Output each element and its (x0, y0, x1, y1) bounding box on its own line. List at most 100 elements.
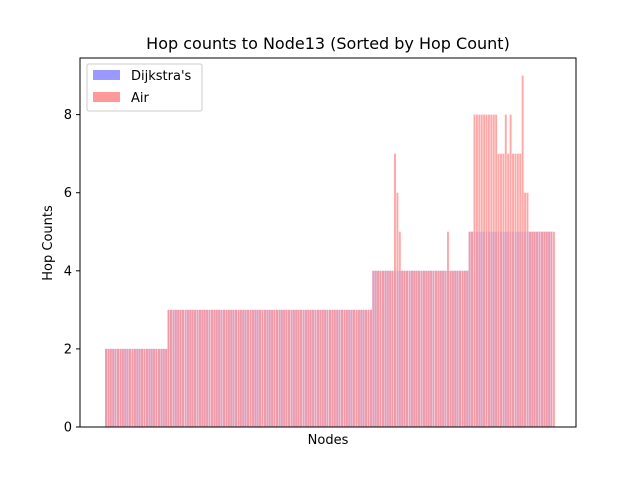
air-bar (553, 231, 555, 427)
air-bar (415, 270, 418, 427)
air-bar (285, 309, 288, 427)
air-bar (129, 348, 132, 427)
air-bar (321, 309, 324, 427)
air-bar (456, 270, 459, 427)
air-bar (353, 309, 356, 427)
air-bar (309, 309, 312, 427)
air-bar (516, 153, 519, 428)
air-bar (427, 270, 430, 427)
air-bar (276, 309, 278, 427)
air-bar (384, 270, 387, 427)
air-bar (495, 114, 498, 427)
air-bar (507, 153, 510, 428)
air-bar (160, 348, 163, 427)
air-bar (230, 309, 233, 427)
air-bar (338, 309, 341, 427)
air-bar (314, 309, 317, 427)
air-bar (261, 309, 264, 427)
air-bar (225, 309, 228, 427)
air-bar (514, 153, 517, 428)
air-bar (521, 75, 524, 428)
x-axis-label: Nodes (308, 433, 349, 448)
air-bar (483, 114, 486, 427)
air-bar (304, 309, 307, 427)
air-bar (220, 309, 223, 427)
air-bar (396, 192, 399, 427)
air-bar (362, 309, 365, 427)
air-bar (355, 309, 358, 427)
air-bar (345, 309, 348, 427)
air-bar (454, 270, 457, 427)
air-bar (389, 270, 392, 427)
y-tick-label: 8 (64, 108, 72, 123)
air-bar (316, 309, 319, 427)
air-bar (536, 231, 539, 427)
air-bar (447, 231, 449, 427)
air-bar (155, 348, 158, 427)
air-bar (254, 309, 257, 427)
air-bar (126, 348, 129, 427)
air-bar (107, 348, 110, 427)
air-bar (459, 270, 461, 427)
air-bar (487, 114, 490, 427)
air-bar (292, 309, 295, 427)
air-bar (312, 309, 315, 427)
air-bar (379, 270, 382, 427)
air-bar (350, 309, 353, 427)
air-bar (403, 270, 406, 427)
air-bar (394, 153, 396, 428)
air-bar (540, 231, 543, 427)
air-bar (215, 309, 218, 427)
air-bar (251, 309, 254, 427)
air-bar (531, 231, 534, 427)
air-bar (398, 231, 401, 427)
air-bar (485, 114, 488, 427)
air-bar (186, 309, 189, 427)
air-bar (237, 309, 240, 427)
air-bar (473, 114, 476, 427)
air-bar (203, 309, 206, 427)
air-bar (235, 309, 237, 427)
air-bar (329, 309, 331, 427)
y-axis-label: Hop Counts (41, 205, 56, 281)
air-bar (377, 270, 380, 427)
legend-swatch-air (93, 92, 120, 102)
air-bar (497, 153, 500, 428)
air-bar (273, 309, 276, 427)
air-bar (227, 309, 230, 427)
air-bar (408, 270, 411, 427)
air-bar (326, 309, 329, 427)
air-bar (302, 309, 305, 427)
air-bar (167, 309, 170, 427)
air-bar (319, 309, 322, 427)
air-bar (463, 270, 466, 427)
air-bar (357, 309, 360, 427)
air-bar (143, 348, 146, 427)
air-bar (504, 114, 507, 427)
air-bar (434, 270, 437, 427)
air-bar (210, 309, 213, 427)
air-bar (124, 348, 127, 427)
air-bar (218, 309, 221, 427)
air-bar (480, 114, 483, 427)
air-bar (213, 309, 216, 427)
air-bar (512, 153, 514, 428)
air-bar (341, 309, 343, 427)
air-bar (295, 309, 298, 427)
air-bar (343, 309, 346, 427)
y-axis: 0 2 4 6 8 (64, 108, 80, 436)
air-bar (136, 348, 139, 427)
air-bar (524, 192, 527, 427)
air-bar (157, 348, 160, 427)
air-bar (418, 270, 421, 427)
air-bar (444, 270, 447, 427)
air-bar (271, 309, 274, 427)
air-bar (249, 309, 252, 427)
air-bar (177, 309, 180, 427)
air-bar (300, 309, 303, 427)
air-bar (133, 348, 136, 427)
air-bar (259, 309, 262, 427)
air-bar (509, 114, 512, 427)
air-bar (324, 309, 327, 427)
